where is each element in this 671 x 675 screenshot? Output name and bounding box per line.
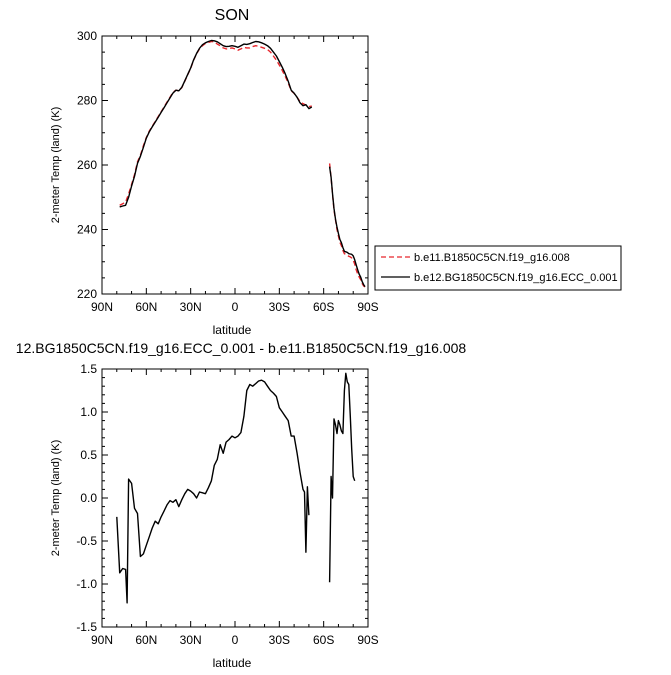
axis-ticks: 90N 60N 30N 0 30S 60S 90S 220 240 260 280 300 — [77, 29, 379, 314]
x-tick-label: 90S — [357, 633, 378, 647]
x-tick-label: 90N — [91, 633, 113, 647]
x-tick-label: 60S — [313, 633, 334, 647]
x-tick-label: 60N — [135, 633, 157, 647]
plot-frame — [101, 35, 369, 295]
x-tick-label: 60S — [313, 300, 334, 314]
x-tick-label: 60N — [135, 300, 157, 314]
y-tick-label: -1.0 — [76, 577, 97, 591]
legend-label-experiment: b.e12.BG1850C5CN.f19_g16.ECC_0.001 — [414, 272, 618, 284]
x-axis-label: latitude — [213, 656, 252, 670]
x-tick-label: 30N — [180, 300, 202, 314]
series-0-line-segment-0 — [119, 40, 312, 206]
y-tick-label: 220 — [77, 287, 97, 301]
x-tick-label: 30S — [269, 300, 290, 314]
difference-chart: 12.BG1850C5CN.f19_g16.ECC_0.001 - b.e11.… — [16, 340, 467, 670]
series-0-line-segment-0 — [116, 379, 310, 604]
y-tick-label: 260 — [77, 158, 97, 172]
plot-lines — [116, 372, 356, 604]
y-tick-label: 280 — [77, 94, 97, 108]
x-tick-label: 0 — [232, 300, 239, 314]
plot-frame — [101, 368, 369, 628]
legend: b.e11.B1850C5CN.f19_g16.008 b.e12.BG1850… — [374, 245, 622, 291]
x-axis-label: latitude — [213, 323, 252, 337]
y-tick-label: 1.0 — [80, 405, 97, 419]
axis-ticks: 90N 60N 30N 0 30S 60S 90S -1.5 -1.0 -0.5 0.0 0.5 1.0… — [76, 362, 378, 647]
chart-title: SON — [215, 7, 250, 24]
series-1-line-segment-1 — [328, 166, 366, 288]
plot-lines — [119, 39, 366, 288]
x-tick-label: 30S — [269, 633, 290, 647]
y-tick-label: 1.5 — [80, 362, 97, 376]
series-0-line-segment-1 — [328, 372, 356, 583]
x-tick-label: 30N — [180, 633, 202, 647]
x-tick-label: 90S — [357, 300, 378, 314]
x-tick-label: 90N — [91, 300, 113, 314]
x-tick-label: 0 — [232, 633, 239, 647]
y-tick-label: 0.0 — [80, 491, 97, 505]
y-axis-label: 2-meter Temp (land) (K) — [50, 107, 62, 224]
legend-label-control: b.e11.B1850C5CN.f19_g16.008 — [414, 252, 570, 264]
y-tick-label: 300 — [77, 29, 97, 43]
y-tick-label: -1.5 — [76, 620, 97, 634]
series-1-line-segment-0 — [119, 39, 313, 208]
y-tick-label: 240 — [77, 223, 97, 237]
y-tick-label: 0.5 — [80, 448, 97, 462]
series-0-line-segment-1 — [328, 163, 366, 288]
absolute-temperature-chart: SON 90N 60N 30N 0 30S 60S 90S 220 240 260 280 300 l… — [50, 7, 379, 337]
chart-title: 12.BG1850C5CN.f19_g16.ECC_0.001 - b.e11.… — [16, 340, 467, 356]
y-tick-label: -0.5 — [76, 534, 97, 548]
legend-box — [374, 245, 622, 291]
y-axis-label: 2-meter Temp (land) (K) — [50, 440, 62, 557]
